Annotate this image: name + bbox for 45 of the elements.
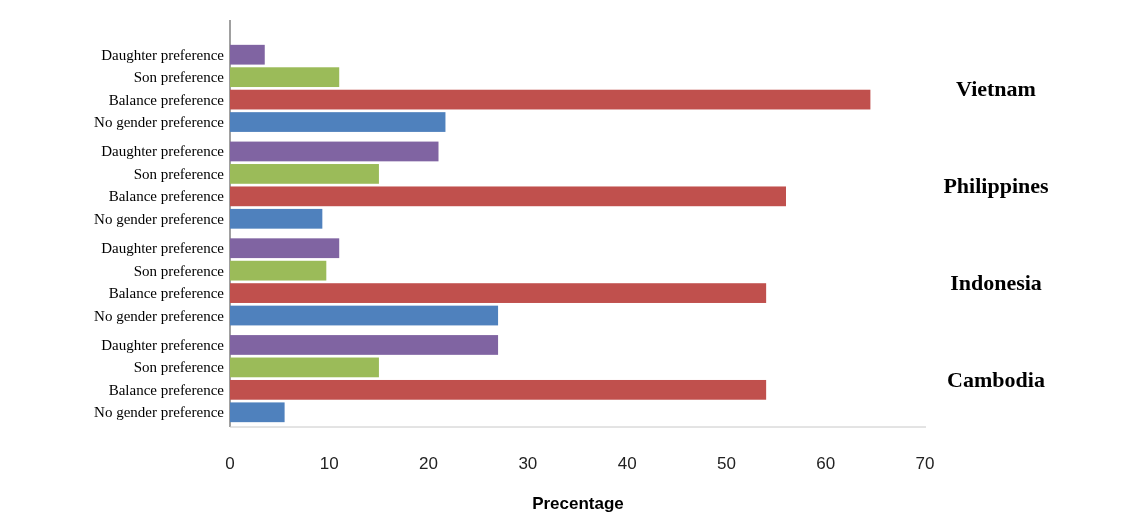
bar — [230, 141, 439, 162]
x-tick-label: 0 — [225, 454, 235, 473]
series-label: Daughter preference — [101, 46, 225, 63]
bar — [230, 164, 379, 184]
y-tick-label: Vietnam — [956, 76, 1036, 102]
bar — [230, 208, 323, 229]
x-tick-label: 20 — [419, 454, 439, 473]
text: Balance preference — [108, 285, 224, 302]
bar — [230, 283, 767, 303]
x-axis-title: Precentage — [532, 494, 624, 513]
bar — [230, 357, 379, 378]
x-tick-label: 70 — [915, 454, 935, 473]
text: Son preference — [133, 359, 224, 376]
text: Son preference — [133, 262, 224, 279]
y-tick-label: Philippines — [943, 173, 1050, 199]
text: Daughter preference — [101, 143, 224, 160]
text: No gender preference — [94, 210, 224, 227]
bar — [230, 44, 265, 65]
bar — [230, 305, 499, 326]
text: Balance preference — [108, 381, 224, 398]
text: Son preference — [133, 165, 224, 182]
bar — [230, 112, 446, 132]
x-tick-label: 10 — [319, 454, 339, 473]
text: No gender preference — [94, 307, 224, 324]
y-tick-label: Cambodia — [947, 366, 1045, 392]
series-label: Son preference — [133, 69, 225, 86]
x-tick-label: 60 — [816, 454, 836, 473]
series-label: No gender preference — [94, 114, 225, 131]
bar — [230, 67, 340, 88]
x-tick-label: 30 — [518, 454, 538, 473]
x-tick-label: 50 — [716, 454, 736, 473]
bar — [230, 186, 786, 207]
bar — [230, 260, 327, 281]
x-tick-label: 40 — [617, 454, 637, 473]
bar — [230, 335, 499, 355]
bar — [230, 402, 285, 423]
text: No gender preference — [94, 404, 224, 421]
y-tick-label: Indonesia — [950, 269, 1042, 295]
bar — [230, 379, 767, 400]
text: Daughter preference — [101, 336, 224, 353]
text: Balance preference — [108, 188, 224, 205]
series-label: Balance preference — [108, 91, 225, 108]
bar — [230, 238, 340, 259]
text: Daughter preference — [101, 240, 224, 257]
bar — [230, 89, 871, 110]
